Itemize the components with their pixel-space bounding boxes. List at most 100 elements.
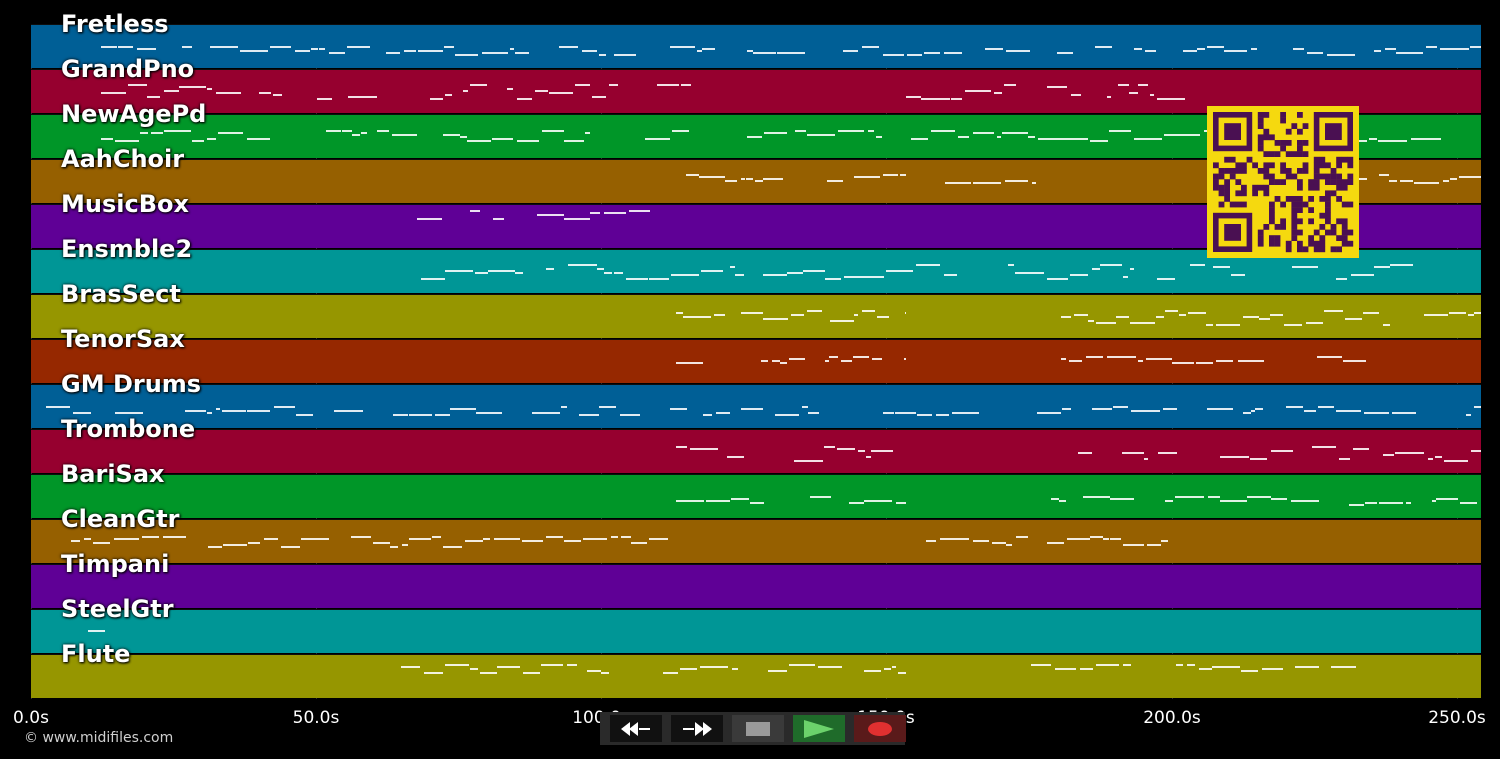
note-segment [1062, 408, 1071, 410]
note-segment [768, 670, 787, 672]
stop-button[interactable] [732, 715, 784, 742]
note-segment [342, 130, 352, 132]
note-segment [1047, 542, 1064, 544]
note-segment [898, 672, 906, 674]
note-segment [386, 52, 400, 54]
note-segment [1262, 668, 1283, 670]
note-segment [564, 140, 584, 142]
note-segment [1071, 94, 1081, 96]
note-segment [802, 406, 808, 408]
note-segment [84, 538, 91, 540]
note-segment [609, 84, 618, 86]
note-segment [401, 666, 420, 668]
note-segment [101, 46, 117, 48]
note-segment [494, 538, 520, 540]
note-segment [590, 212, 600, 214]
track-label: TenorSax [61, 325, 185, 353]
note-segment [482, 52, 508, 54]
note-segment [101, 138, 113, 140]
track-row[interactable] [31, 429, 1481, 473]
note-segment [1307, 52, 1323, 54]
note-segment [1224, 50, 1247, 52]
note-segment [1374, 50, 1381, 52]
note-segment [1349, 504, 1364, 506]
track-label: AahChoir [61, 145, 185, 173]
note-segment [1138, 360, 1143, 362]
note-segment [483, 538, 490, 540]
note-segment [621, 536, 631, 538]
track-row[interactable] [31, 564, 1481, 608]
track-row[interactable] [31, 654, 1481, 698]
note-segment [716, 412, 730, 414]
note-segment [409, 414, 432, 416]
note-segment [1146, 358, 1172, 360]
note-segment [1400, 180, 1413, 182]
note-segment [657, 84, 679, 86]
note-segment [393, 414, 408, 416]
note-segment [1062, 138, 1088, 140]
note-segment [564, 540, 581, 542]
note-segment [701, 270, 723, 272]
note-segment [480, 672, 497, 674]
note-segment [1231, 274, 1245, 276]
note-segment [681, 84, 691, 86]
note-segment [626, 278, 648, 280]
note-segment [1145, 50, 1156, 52]
note-segment [1312, 446, 1336, 448]
note-segment [763, 274, 787, 276]
note-segment [614, 272, 623, 274]
rewind-icon [621, 721, 650, 736]
note-segment [1345, 318, 1362, 320]
note-segment [1284, 324, 1302, 326]
note-segment [680, 668, 697, 670]
note-segment [670, 408, 687, 410]
note-segment [128, 84, 147, 86]
note-segment [1216, 324, 1240, 326]
note-segment [1466, 414, 1471, 416]
note-segment [864, 500, 892, 502]
track-row[interactable] [31, 474, 1481, 518]
track-row[interactable] [31, 24, 1481, 68]
note-segment [1411, 138, 1418, 140]
note-segment [911, 138, 928, 140]
note-segment [164, 130, 191, 132]
note-segment [216, 408, 220, 410]
record-button[interactable] [854, 715, 906, 742]
track-label: GM Drums [61, 370, 202, 398]
note-segment [663, 672, 678, 674]
note-segment [192, 140, 204, 142]
track-row[interactable] [31, 519, 1481, 563]
track-row[interactable] [31, 69, 1481, 113]
note-segment [807, 134, 835, 136]
track-row[interactable] [31, 609, 1481, 653]
note-segment [727, 456, 744, 458]
note-segment [1095, 46, 1112, 48]
note-segment [944, 274, 957, 276]
note-segment [945, 182, 971, 184]
note-segment [71, 540, 80, 542]
track-row[interactable] [31, 294, 1481, 338]
note-segment [1379, 502, 1403, 504]
track-row[interactable] [31, 339, 1481, 383]
fast-forward-button[interactable] [671, 715, 723, 742]
note-segment [1005, 180, 1028, 182]
note-segment [907, 54, 922, 56]
note-segment [877, 316, 889, 318]
note-segment [1015, 272, 1044, 274]
note-segment [247, 410, 270, 412]
note-segment [789, 358, 805, 360]
note-segment [741, 178, 745, 180]
note-segment [1243, 316, 1259, 318]
note-segment [1286, 406, 1303, 408]
note-segment [1188, 312, 1206, 314]
note-segment [703, 414, 712, 416]
note-segment [1358, 140, 1367, 142]
rewind-button[interactable] [610, 715, 662, 742]
note-segment [1365, 502, 1377, 504]
note-segment [670, 46, 695, 48]
track-row[interactable] [31, 384, 1481, 428]
note-segment [994, 92, 1002, 94]
note-segment [1259, 318, 1270, 320]
play-button[interactable] [793, 715, 845, 742]
note-segment [1255, 408, 1263, 410]
